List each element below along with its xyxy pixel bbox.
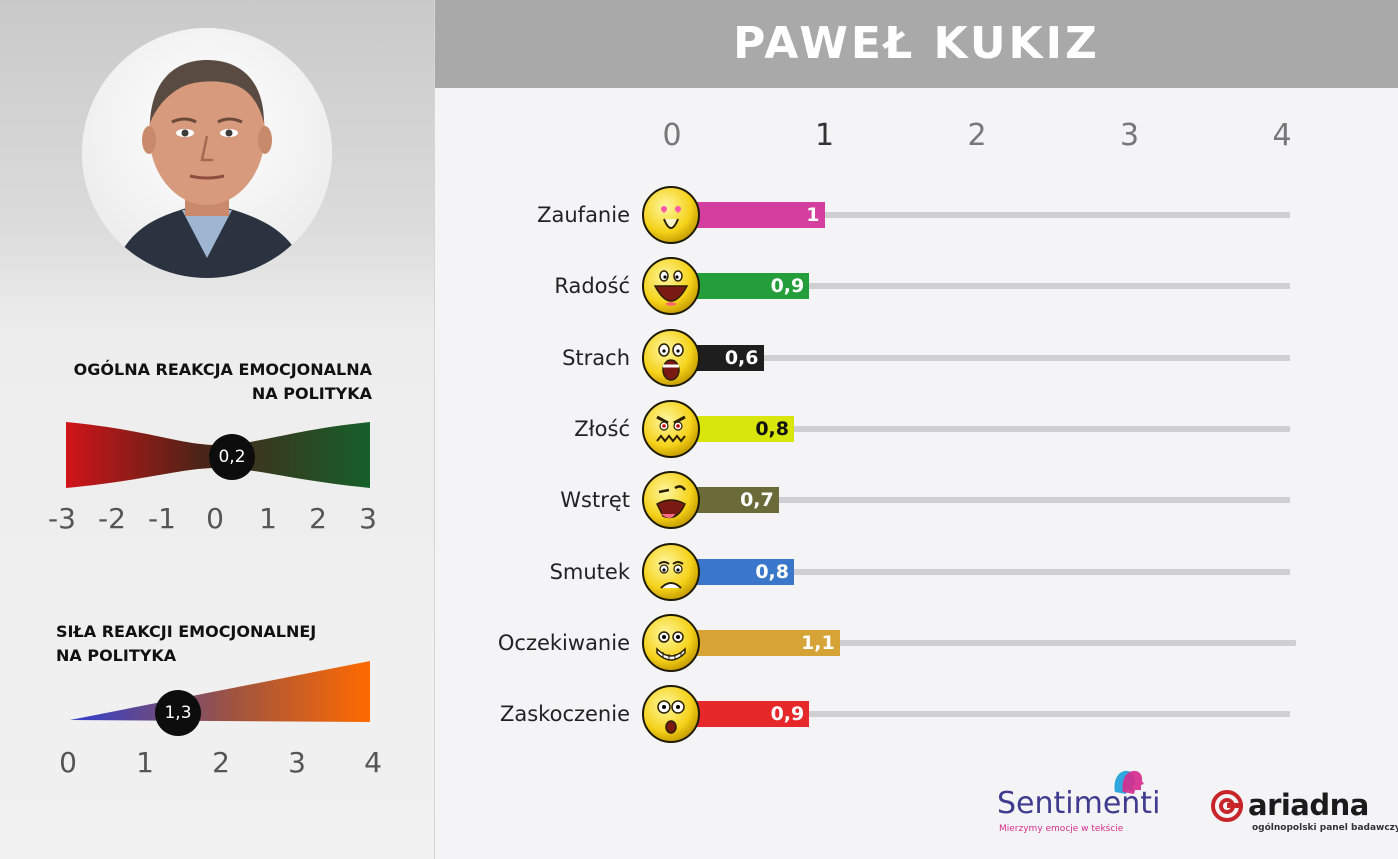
strength-tick: 3: [288, 746, 306, 779]
ariadna-spiral-icon: [1211, 790, 1243, 822]
overall-tick: 2: [309, 502, 327, 535]
bar-value-label: 0,7: [740, 489, 774, 512]
page-title: PAWEŁ KUKIZ: [733, 18, 1100, 69]
x-axis-tick: 2: [967, 118, 987, 153]
bar-track: [672, 711, 1290, 718]
category-label: Radość: [554, 274, 630, 299]
overall-reaction-title-line1: OGÓLNA REAKCJA EMOCJONALNA: [73, 360, 372, 379]
strength-tick: 2: [212, 746, 230, 779]
category-label: Wstręt: [560, 488, 630, 513]
strength-tick: 0: [59, 746, 77, 779]
emoji-anger-icon: [642, 399, 700, 458]
emoji-trust-icon: [642, 186, 700, 244]
bar-value-label: 0,8: [755, 417, 789, 440]
bar-track: [672, 497, 1290, 504]
emoji-fear-icon: [642, 328, 700, 387]
portrait-image: [82, 28, 332, 278]
reaction-strength-title: SIŁA REAKCJI EMOCJONALNEJ NA POLITYKA: [56, 620, 316, 668]
bar-track: [672, 212, 1290, 218]
bar-track: [672, 283, 1290, 290]
bar-value-label: 1: [806, 204, 820, 226]
x-axis-tick: 0: [662, 118, 682, 153]
bar-value-label: 0,8: [755, 560, 789, 583]
overall-tick: 0: [206, 502, 224, 535]
left-panel: OGÓLNA REAKCJA EMOCJONALNA NA POLITYKA 0…: [0, 0, 435, 859]
emoji-disgust-icon: [642, 471, 700, 530]
sentimenti-logo: Sentimenti Mierzymy emocje w tekście: [995, 766, 1195, 838]
category-label: Oczekiwanie: [497, 630, 630, 655]
sentimenti-heads-icon: [1114, 770, 1144, 794]
ariadna-logo: ariadna ogólnopolski panel badawczy: [1210, 786, 1398, 836]
bar-value-label: 0,9: [770, 703, 805, 726]
emoji-surprise-icon: [642, 685, 700, 744]
sentimenti-name: Sentimenti: [997, 786, 1161, 821]
bar-track: [672, 354, 1290, 361]
x-axis-tick: 3: [1119, 118, 1140, 153]
overall-reaction-title-line2: NA POLITYKA: [251, 384, 372, 403]
ariadna-name: ariadna: [1248, 788, 1369, 822]
strength-tick: 1: [136, 746, 154, 779]
emoji-sadness-icon: [642, 542, 700, 601]
politician-portrait: [82, 28, 332, 278]
x-axis-tick: 1: [814, 118, 835, 153]
bar-track: [672, 568, 1290, 575]
x-axis-tick: 4: [1272, 118, 1292, 153]
bar-value-label: 1,1: [801, 631, 835, 654]
overall-reaction-gauge: [66, 422, 370, 722]
strength-tick: 4: [364, 746, 382, 779]
overall-reaction-title: OGÓLNA REAKCJA EMOCJONALNA NA POLITYKA: [30, 358, 372, 406]
bar-value-label: 0,6: [724, 346, 759, 369]
category-label: Zaufanie: [537, 203, 630, 227]
sentimenti-tagline: Mierzymy emocje w tekście: [999, 824, 1124, 834]
reaction-strength-title-line1: SIŁA REAKCJI EMOCJONALNEJ: [56, 622, 317, 641]
reaction-strength-marker: 1,3: [155, 690, 201, 736]
category-label: Zaskoczenie: [499, 702, 630, 727]
bar-track: [672, 425, 1290, 432]
overall-tick: 1: [259, 502, 277, 535]
category-label: Złość: [574, 416, 630, 441]
bar-track: [672, 639, 1296, 646]
header: PAWEŁ KUKIZ: [435, 0, 1398, 88]
emoji-anticipation-icon: [642, 613, 700, 672]
overall-tick: -1: [148, 502, 176, 535]
emoji-joy-icon: [642, 257, 700, 316]
overall-reaction-marker: 0,2: [209, 434, 255, 480]
reaction-strength-scale-bar: [70, 661, 370, 722]
bar-value-label: 0,9: [770, 275, 805, 298]
overall-tick: 3: [359, 502, 377, 535]
overall-tick: -3: [48, 502, 76, 535]
category-label: Smutek: [549, 559, 630, 584]
overall-tick: -2: [98, 502, 126, 535]
ariadna-tagline: ogólnopolski panel badawczy: [1252, 823, 1398, 833]
category-label: Strach: [562, 345, 630, 370]
reaction-strength-title-line2: NA POLITYKA: [56, 646, 177, 665]
